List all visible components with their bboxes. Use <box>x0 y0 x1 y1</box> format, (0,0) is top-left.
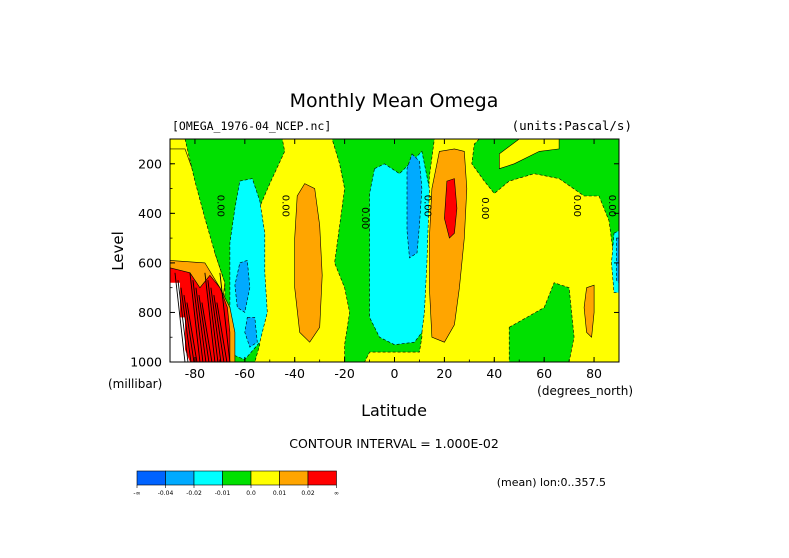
colorbar-swatch <box>136 470 166 486</box>
polar-contour-line <box>192 280 204 362</box>
colorbar-tick-label: 0.02 <box>301 490 315 497</box>
contour-region-nh-blue-edge <box>616 237 619 284</box>
contour-line-label: 0.00 <box>279 195 290 217</box>
contour-interval-label: CONTOUR INTERVAL = 1.000E-02 <box>289 436 499 451</box>
colorbar-tick-label: ∞ <box>334 490 339 497</box>
polar-contour-line <box>198 295 210 362</box>
polar-contour-line <box>210 287 222 362</box>
polar-contour-line <box>180 287 192 362</box>
source-file-label: [OMEGA_1976-04_NCEP.nc] <box>172 119 331 133</box>
contour-region-tropics-blue <box>406 153 423 259</box>
polar-contour-line <box>207 280 219 362</box>
colorbar-swatch <box>307 470 337 486</box>
x-axis-label: Latitude <box>361 401 427 420</box>
mean-longitude-annotation: (mean) lon:0..357.5 <box>497 476 606 489</box>
colorbar-swatch <box>279 470 309 486</box>
colorbar-tick-label: 0.0 <box>246 490 256 497</box>
contour-region-nh-yellow-upper <box>498 139 560 170</box>
polar-contour-line <box>183 295 195 362</box>
polar-contour-line <box>204 272 216 362</box>
plot-area: 0.00 0.00 0.00 0.00 0.00 0.00 0.00 <box>170 139 619 362</box>
units-label: (units:Pascal/s) <box>512 118 632 133</box>
colorbar-swatch <box>250 470 280 486</box>
colorbar-swatch <box>165 470 195 486</box>
x-tick-label: 0 <box>391 366 399 381</box>
colorbar-swatch <box>222 470 252 486</box>
contour-region-sh-cyan <box>229 178 268 360</box>
colorbar-swatch <box>193 470 223 486</box>
x-tick-label: -20 <box>334 366 354 381</box>
colorbar-tick-label: -∞ <box>133 490 140 497</box>
colorbar-tick-label: -0.04 <box>158 490 174 497</box>
contour-region-itcz-orange <box>429 148 468 343</box>
contour-region-midlat-orange <box>294 183 323 343</box>
y-axis: 200 400 600 800 1000 <box>130 138 619 370</box>
contour-region-itcz-red <box>444 178 458 239</box>
y-tick-label: 400 <box>138 206 162 221</box>
polar-contour-line <box>195 287 207 362</box>
colorbar-tick-label: -0.01 <box>215 490 231 497</box>
contour-line-label: 0.00 <box>421 195 432 217</box>
polar-contour-line <box>201 302 213 362</box>
polar-contour-line <box>219 272 231 362</box>
contour-region-sh-blue-2 <box>244 317 258 348</box>
x-tick-label: -40 <box>285 366 305 381</box>
contour-region-antarctica-mask <box>170 282 190 362</box>
x-units-label: (degrees_north) <box>537 384 633 398</box>
polar-contour-line <box>189 272 201 362</box>
y-tick-label: 1000 <box>130 355 162 370</box>
polar-contour-line <box>213 295 225 362</box>
x-tick-label: 60 <box>536 366 552 381</box>
x-tick-label: -60 <box>235 366 255 381</box>
x-tick-label: -80 <box>185 366 205 381</box>
polar-contour-line <box>177 280 189 362</box>
colorbar: -∞ -0.04 -0.02 -0.01 0.0 0.01 0.02 ∞ <box>133 470 339 497</box>
y-units-label: (millibar) <box>108 377 162 391</box>
y-axis-label: Level <box>109 231 127 271</box>
contour-line-label: 0.00 <box>479 197 490 219</box>
y-tick-label: 200 <box>138 156 162 171</box>
x-axis: -80 -60 -40 -20 0 20 40 60 80 <box>169 139 620 381</box>
chart-title: Monthly Mean Omega <box>290 90 499 112</box>
polar-contour-line <box>216 302 228 362</box>
contour-region-nh-orange-small <box>583 284 595 338</box>
y-tick-label: 600 <box>138 255 162 270</box>
x-tick-label: 40 <box>486 366 502 381</box>
y-tick-label: 800 <box>138 305 162 320</box>
polar-contour-line <box>186 302 198 362</box>
contour-line-label: 0.00 <box>214 195 225 217</box>
contour-line-label: 0.00 <box>571 195 582 217</box>
contour-region-nh-green-lower <box>508 282 575 362</box>
contour-line-label: 0.00 <box>606 195 617 217</box>
x-tick-label: 80 <box>586 366 602 381</box>
polar-contour-hatching <box>174 272 231 362</box>
colorbar-tick-label: -0.02 <box>186 490 202 497</box>
contour-line-label: 0.00 <box>359 207 370 229</box>
polar-contour-line <box>174 272 186 362</box>
contour-region-sh-blue <box>234 259 251 313</box>
colorbar-tick-label: 0.01 <box>273 490 287 497</box>
x-tick-label: 20 <box>436 366 452 381</box>
